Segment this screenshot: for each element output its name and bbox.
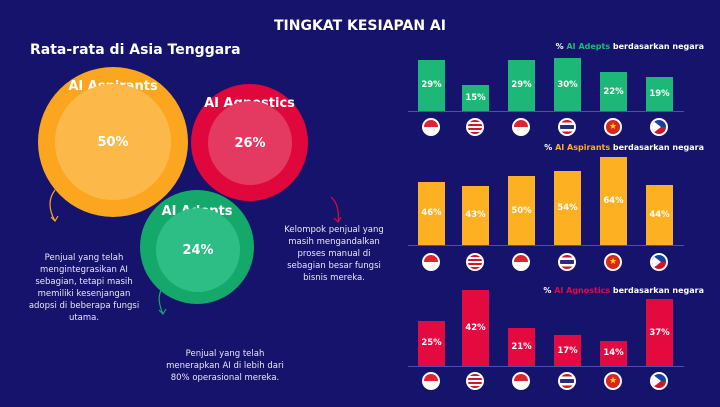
bar-singapore: 29% (418, 59, 445, 111)
bar-value-label: 37% (649, 327, 670, 338)
bar-value-label: 15% (465, 92, 486, 103)
bar-value-label: 54% (557, 202, 578, 213)
bar-value-label: 43% (465, 210, 486, 221)
flag-indonesia-icon (512, 372, 530, 390)
adepts-arrow-icon (158, 283, 167, 315)
bar-vietnam: 22% (600, 72, 627, 111)
chart-title-part: berdasarkan negara (610, 42, 704, 51)
flag-malaysia-icon (466, 372, 484, 390)
chart-title-part: % (543, 286, 555, 295)
bar-value-label: 21% (511, 342, 532, 352)
chart-title-part: AI Aspirants (555, 143, 611, 152)
aspirants-description: Penjual yang telah mengintegrasikan AI s… (28, 253, 140, 323)
chart-title: % AI Aspirants berdasarkan negara (544, 143, 704, 152)
bar-value-label: 30% (557, 79, 578, 90)
agnostics-circle: AI Agnostics 26% (191, 84, 308, 201)
page-title: TINGKAT KESIAPAN AI (274, 18, 446, 34)
bar-value-label: 17% (557, 345, 578, 356)
bar-singapore: 25% (418, 320, 445, 366)
chart-title-part: AI Agnostics (554, 286, 611, 295)
flag-singapore-icon (422, 253, 440, 271)
flag-thailand-icon (558, 253, 576, 271)
bar-singapore: 46% (418, 181, 445, 245)
flag-vietnam-icon: ★ (604, 253, 622, 271)
flag-vietnam-icon: ★ (604, 372, 622, 390)
bar-value-label: 29% (511, 80, 532, 91)
flag-singapore-icon (422, 118, 440, 136)
bar-value-label: 14% (603, 348, 624, 359)
chart-title: % AI Adepts berdasarkan negara (556, 42, 704, 51)
bar-indonesia: 29% (508, 59, 535, 111)
bar-malaysia: 43% (462, 185, 489, 245)
bar-thailand: 54% (554, 170, 581, 245)
bar-philippines: 37% (646, 299, 673, 366)
flag-malaysia-icon (466, 253, 484, 271)
flag-philippines-icon (650, 253, 668, 271)
flag-indonesia-icon (512, 118, 530, 136)
chart-title-part: % (555, 42, 567, 51)
adepts-circle: AI Adepts 24% (140, 190, 254, 304)
flag-singapore-icon (422, 372, 440, 390)
aspirants-circle: AI Aspirants 50% (38, 67, 188, 217)
bar-vietnam: 14% (600, 340, 627, 366)
flag-indonesia-icon (512, 253, 530, 271)
bar-thailand: 30% (554, 58, 581, 111)
bar-philippines: 19% (646, 77, 673, 111)
flag-malaysia-icon (466, 118, 484, 136)
bar-malaysia: 15% (462, 84, 489, 111)
chart-baseline (408, 245, 684, 246)
flag-thailand-icon (558, 118, 576, 136)
agnostics-description: Kelompok penjual yang masih mengandalkan… (284, 225, 384, 283)
flag-philippines-icon (650, 118, 668, 136)
bar-value-label: 42% (465, 323, 486, 333)
agnostics-arrow-icon (330, 196, 342, 223)
bar-thailand: 17% (554, 335, 581, 366)
chart-baseline (408, 366, 684, 367)
chart-title-part: berdasarkan negara (610, 143, 704, 152)
section-subtitle: Rata-rata di Asia Tenggara (30, 42, 241, 58)
agnostics-value: 26% (208, 101, 292, 185)
bar-malaysia: 42% (462, 290, 489, 366)
bar-value-label: 50% (511, 205, 532, 216)
bar-value-label: 19% (649, 89, 670, 100)
aspirants-arrow-icon (49, 189, 59, 222)
flag-vietnam-icon: ★ (604, 118, 622, 136)
bar-value-label: 64% (603, 196, 624, 206)
chart-title: % AI Agnostics berdasarkan negara (543, 286, 704, 295)
bar-indonesia: 50% (508, 176, 535, 245)
adepts-value: 24% (156, 208, 240, 292)
flag-philippines-icon (650, 372, 668, 390)
chart-baseline (408, 111, 684, 112)
bar-value-label: 29% (421, 80, 442, 91)
bar-value-label: 25% (421, 338, 442, 349)
bar-value-label: 22% (603, 86, 624, 97)
bar-philippines: 44% (646, 184, 673, 245)
bar-vietnam: 64% (600, 157, 627, 245)
bar-indonesia: 21% (508, 328, 535, 366)
chart-title-part: berdasarkan negara (610, 286, 704, 295)
bar-value-label: 44% (649, 209, 670, 220)
aspirants-value: 50% (55, 84, 171, 200)
flag-thailand-icon (558, 372, 576, 390)
chart-title-part: AI Adepts (566, 42, 611, 51)
adepts-description: Penjual yang telah menerapkan AI di lebi… (166, 349, 284, 383)
chart-title-part: % (544, 143, 556, 152)
bar-value-label: 46% (421, 208, 442, 219)
